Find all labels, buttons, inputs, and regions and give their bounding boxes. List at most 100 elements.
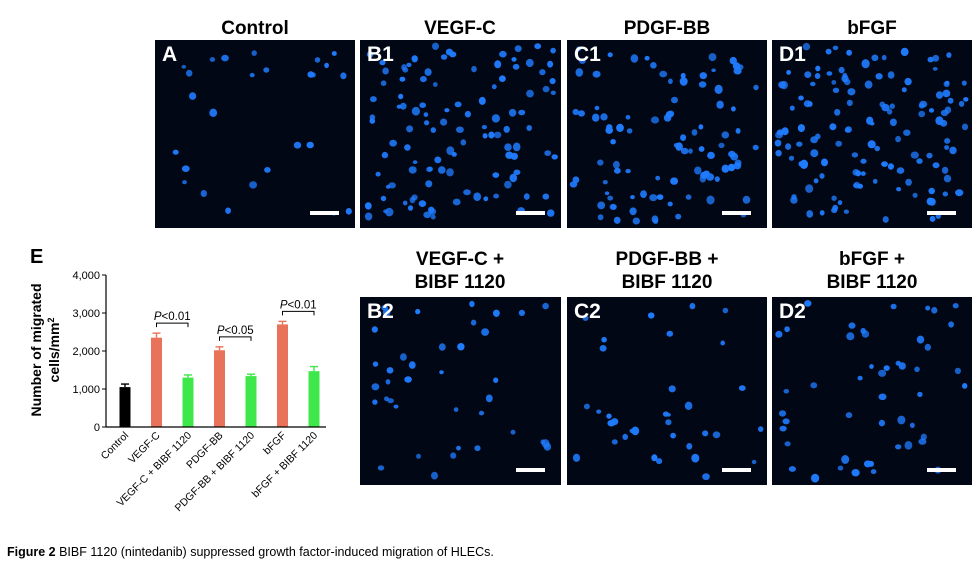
cell-nucleus	[775, 330, 783, 338]
cell-nucleus	[942, 89, 951, 98]
cell-nucleus	[857, 183, 863, 189]
cell-nucleus	[440, 54, 448, 60]
cell-nucleus	[505, 151, 514, 159]
cell-nucleus	[875, 73, 883, 80]
cell-nucleus	[549, 78, 556, 85]
cell-nucleus	[186, 69, 193, 77]
p-value-label: P<0.01	[280, 299, 317, 311]
cell-nucleus	[525, 58, 534, 68]
scale-bar	[927, 211, 956, 215]
cell-nucleus	[547, 60, 554, 68]
cell-nucleus	[381, 151, 389, 159]
bar	[277, 324, 288, 427]
cell-nucleus	[851, 152, 859, 158]
title-bfgf-bibf: bFGF + BIBF 1120	[772, 248, 972, 294]
cell-nucleus	[819, 173, 825, 179]
cell-nucleus	[400, 353, 407, 361]
cell-nucleus	[775, 149, 782, 157]
cell-nucleus	[625, 168, 631, 174]
cell-nucleus	[832, 45, 839, 51]
cell-nucleus	[943, 174, 952, 183]
cell-nucleus	[423, 211, 432, 219]
cell-nucleus	[897, 415, 906, 425]
cell-layer	[371, 300, 552, 480]
cell-nucleus	[869, 121, 875, 126]
panel-label: C1	[574, 43, 601, 66]
cell-nucleus	[708, 53, 717, 62]
cell-nucleus	[918, 110, 926, 118]
cell-nucleus	[393, 404, 399, 409]
cell-nucleus	[675, 213, 682, 220]
cell-nucleus	[582, 315, 589, 321]
cell-nucleus	[493, 377, 499, 383]
cell-nucleus	[457, 343, 465, 351]
cell-nucleus	[782, 418, 790, 425]
cell-nucleus	[626, 128, 633, 134]
p-value-label: P<0.01	[154, 311, 191, 323]
cell-nucleus	[209, 108, 218, 118]
cell-nucleus	[821, 158, 828, 167]
cell-nucleus	[375, 171, 381, 177]
cell-nucleus	[961, 80, 967, 86]
bar	[119, 387, 131, 427]
cell-nucleus	[898, 362, 906, 370]
cell-nucleus	[952, 303, 959, 309]
cell-nucleus	[263, 67, 270, 73]
cell-nucleus	[904, 441, 913, 450]
cell-nucleus	[411, 106, 420, 116]
cell-nucleus	[314, 57, 321, 63]
cell-nucleus	[431, 471, 438, 480]
cell-nucleus	[513, 169, 521, 176]
cell-nucleus	[412, 160, 418, 164]
cell-nucleus	[879, 101, 886, 108]
panel-label: D2	[779, 300, 806, 323]
cell-nucleus	[491, 84, 497, 90]
cell-nucleus	[398, 93, 404, 100]
cell-nucleus	[832, 87, 840, 93]
cell-nucleus	[499, 75, 506, 82]
cell-nucleus	[668, 78, 673, 85]
cell-nucleus	[912, 192, 918, 198]
cell-nucleus	[423, 112, 429, 117]
cell-nucleus	[534, 43, 542, 50]
cell-nucleus	[751, 459, 757, 465]
cell-nucleus	[432, 42, 439, 50]
cell-nucleus	[264, 167, 271, 173]
cell-nucleus	[797, 124, 805, 133]
cell-nucleus	[731, 106, 736, 112]
cell-nucleus	[867, 140, 876, 149]
chart-panel-label: E	[30, 246, 43, 268]
micrograph-panel-d1: D1	[772, 40, 972, 228]
cell-nucleus	[665, 419, 672, 426]
cell-nucleus	[886, 108, 893, 115]
cell-nucleus	[385, 207, 394, 217]
cell-nucleus	[869, 364, 874, 369]
scale-bar	[310, 211, 339, 215]
cell-nucleus	[386, 367, 394, 374]
cell-nucleus	[837, 465, 844, 471]
cell-nucleus	[364, 212, 373, 221]
cell-nucleus	[577, 110, 585, 117]
cell-nucleus	[853, 183, 858, 188]
cell-nucleus	[209, 57, 216, 62]
cell-nucleus	[482, 133, 488, 139]
cell-nucleus	[663, 114, 672, 122]
cell-nucleus	[688, 148, 693, 154]
cell-nucleus	[411, 194, 418, 201]
cell-nucleus	[429, 208, 437, 216]
cell-nucleus	[889, 118, 897, 127]
panel-label: B2	[367, 300, 394, 323]
cell-nucleus	[848, 322, 856, 329]
cell-nucleus	[605, 126, 613, 134]
cell-nucleus	[622, 433, 628, 440]
cell-nucleus	[927, 56, 934, 63]
cell-nucleus	[650, 62, 657, 69]
cell-nucleus	[914, 366, 920, 373]
cell-nucleus	[871, 54, 879, 62]
cell-nucleus	[379, 60, 386, 66]
cell-nucleus	[388, 182, 396, 189]
cell-nucleus	[544, 150, 552, 156]
micrograph-panel-a: A	[155, 40, 355, 228]
cell-nucleus	[550, 90, 556, 95]
cell-nucleus	[814, 73, 821, 79]
